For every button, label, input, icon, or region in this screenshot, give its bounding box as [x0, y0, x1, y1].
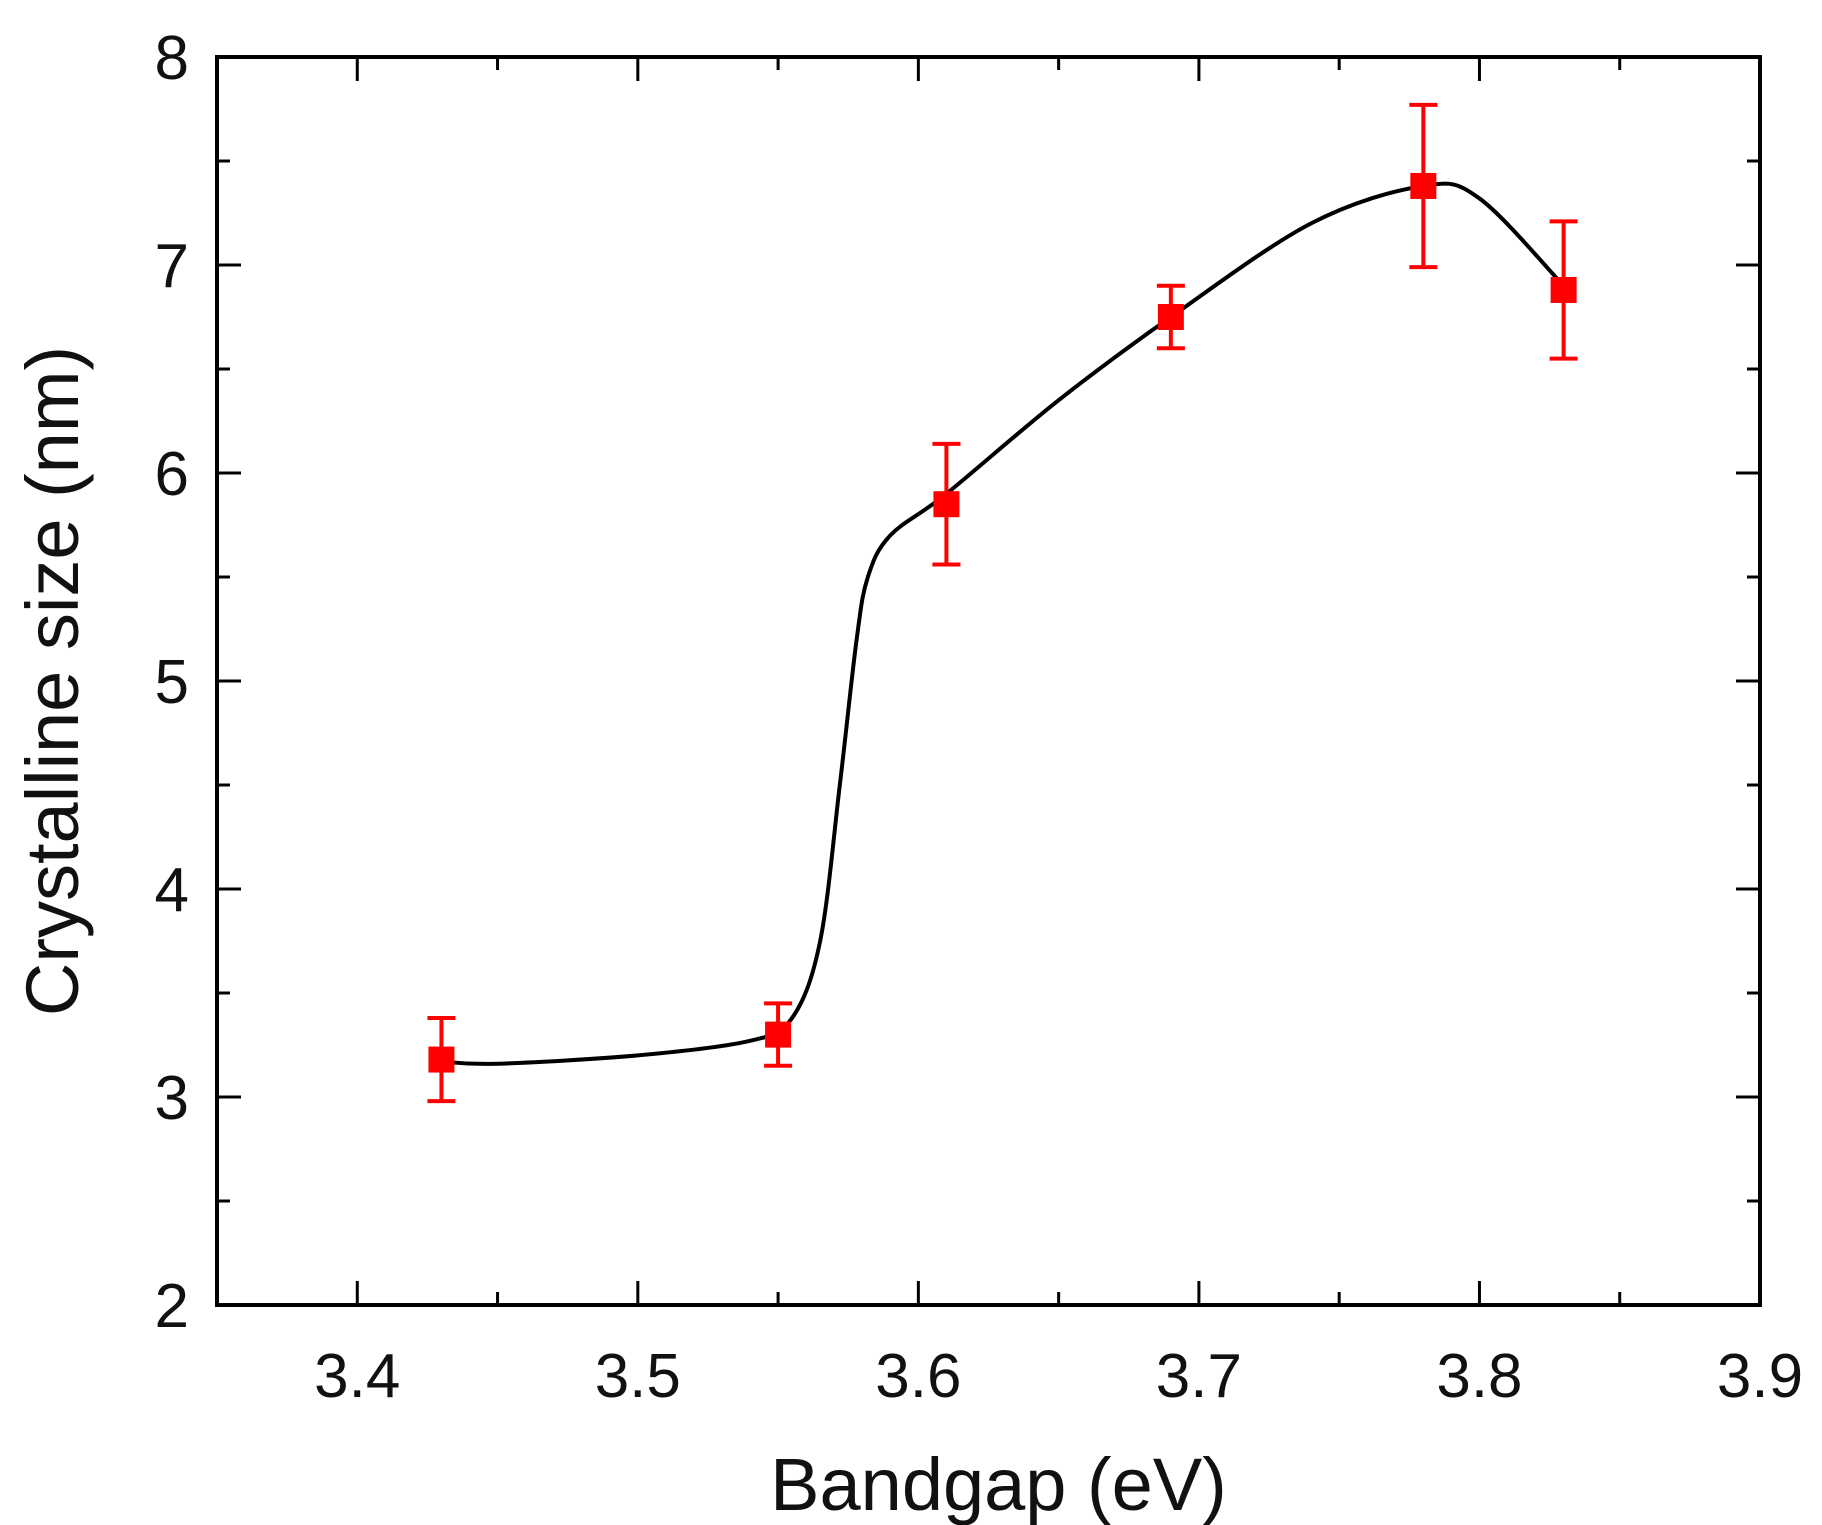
x-tick-label: 3.7: [1156, 1342, 1242, 1411]
x-tick-label: 3.4: [314, 1342, 400, 1411]
x-tick-label: 3.5: [595, 1342, 681, 1411]
data-point: [1550, 276, 1577, 303]
x-tick-label: 3.9: [1717, 1342, 1803, 1411]
y-tick-label: 8: [155, 24, 189, 93]
data-point: [1157, 304, 1184, 330]
fit-curve: [441, 181, 1566, 1066]
y-tick-label: 2: [155, 1272, 189, 1341]
y-tick-label: 7: [155, 232, 189, 301]
y-axis-title: Crystalline size (nm): [11, 346, 94, 1016]
y-tick-label: 3: [155, 1064, 189, 1133]
data-point: [933, 491, 960, 518]
y-tick-label: 4: [155, 856, 189, 925]
data-point: [1410, 172, 1437, 199]
x-tick-label: 3.8: [1436, 1342, 1522, 1411]
data-point: [428, 1046, 455, 1073]
data-point: [765, 1021, 792, 1048]
y-tick-label: 6: [155, 440, 189, 509]
x-axis-title: Bandgap (eV): [770, 1443, 1227, 1525]
y-tick-label: 5: [155, 648, 189, 717]
x-tick-label: 3.6: [875, 1342, 961, 1411]
